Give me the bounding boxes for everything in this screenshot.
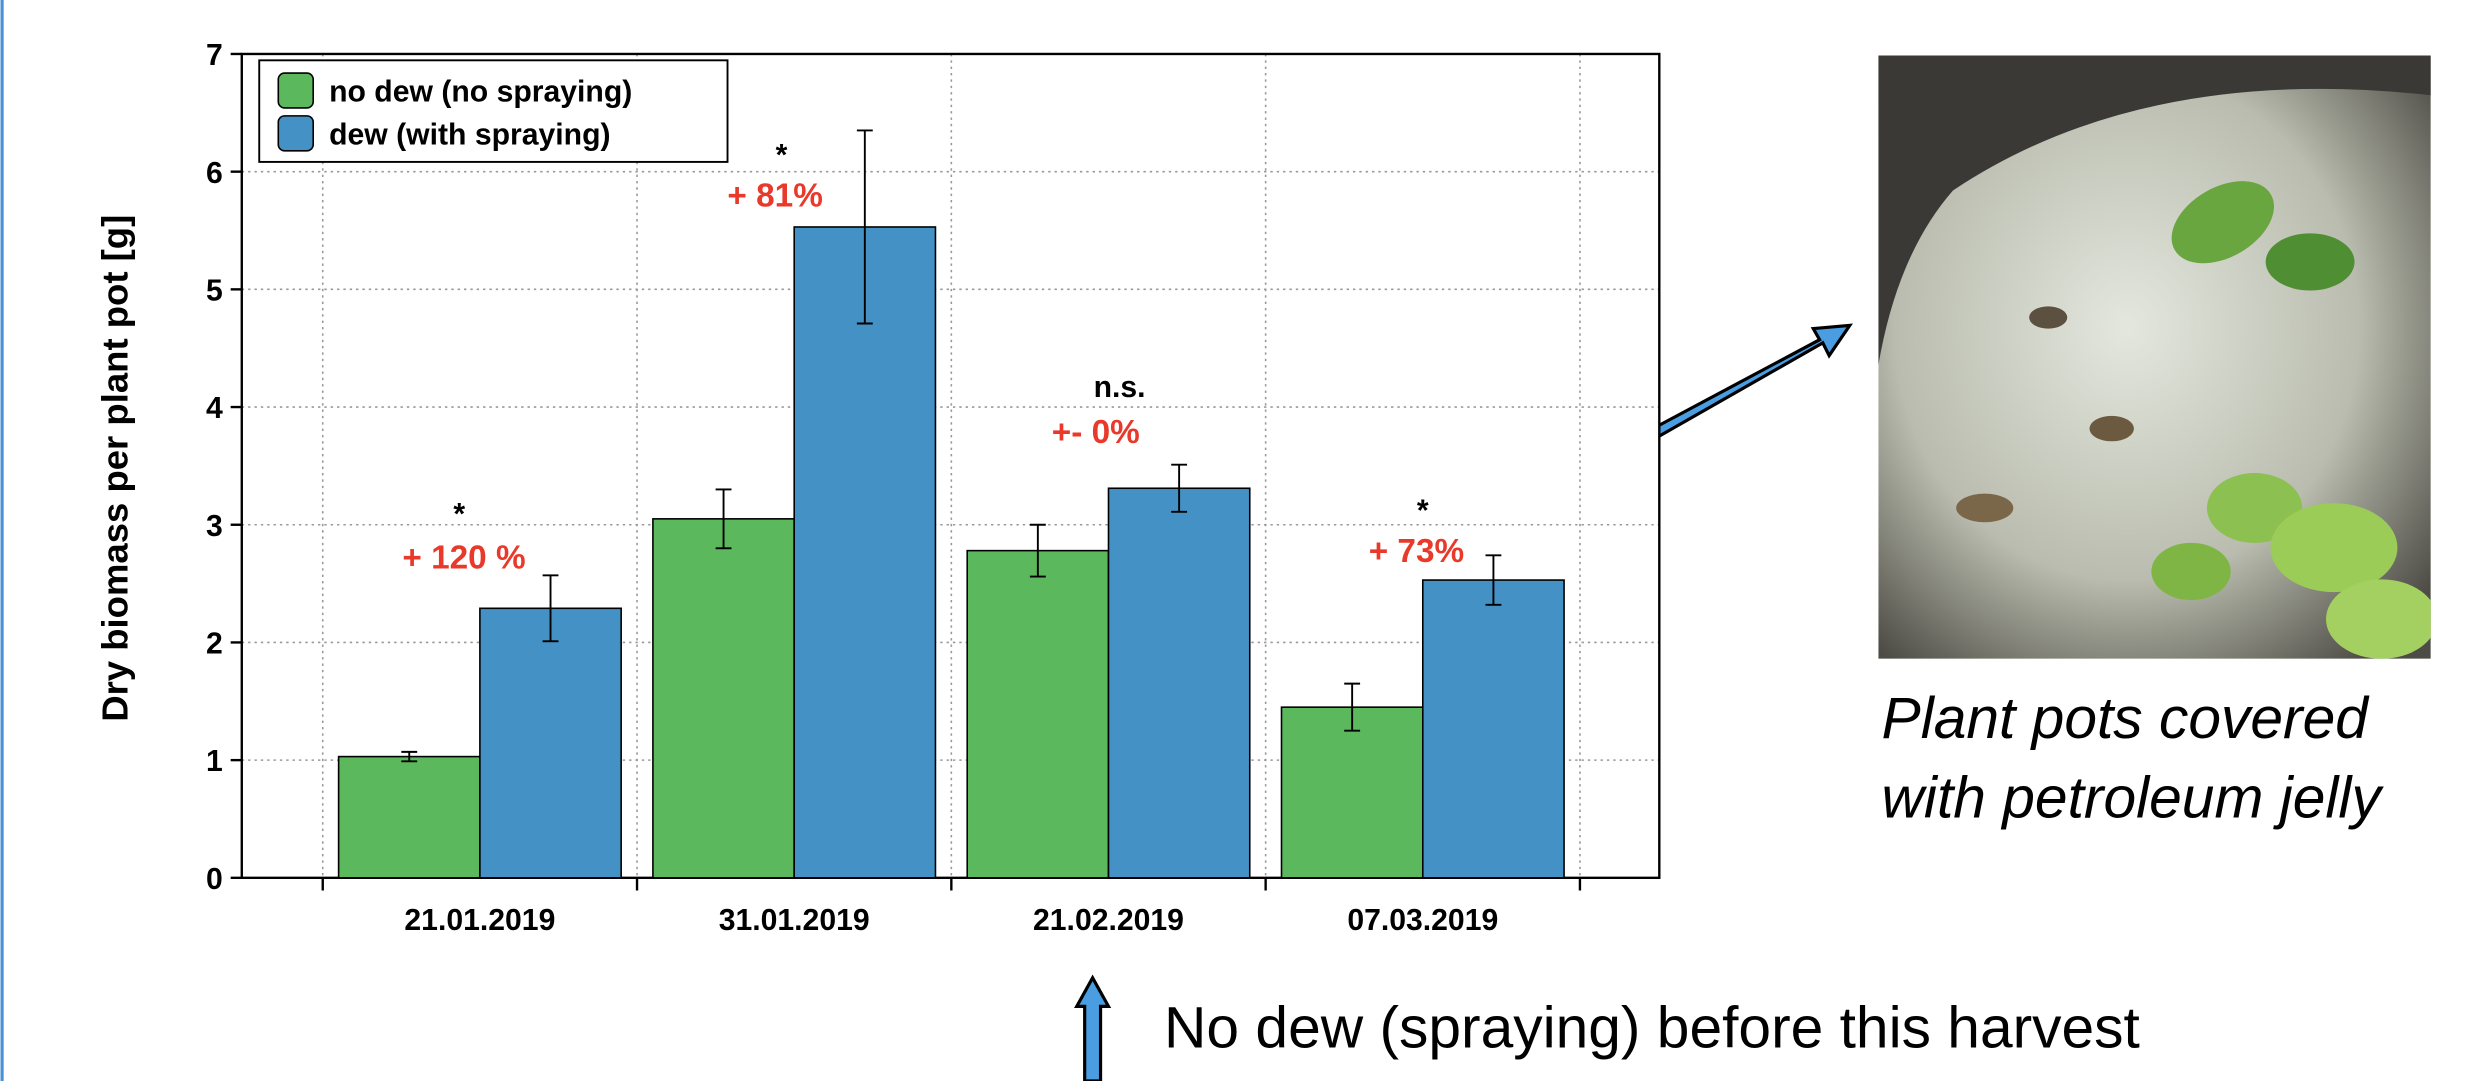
bar (339, 757, 480, 878)
page: {"chart_data": { "type": "bar", "ylabel"… (0, 0, 2490, 1081)
y-tick-label: 7 (206, 39, 223, 72)
significance-label: n.s. (1094, 371, 1146, 404)
y-tick-label: 5 (206, 274, 223, 307)
bar (1423, 580, 1564, 878)
legend-label: dew (with spraying) (329, 118, 610, 151)
photo-caption: with petroleum jelly (1882, 765, 2385, 830)
change-label: +- 0% (1052, 414, 1140, 451)
photo-caption: Plant pots covered (1882, 686, 2371, 751)
change-label: + 73% (1369, 533, 1464, 570)
y-tick-label: 6 (206, 157, 223, 190)
chart: Dry biomass per plant pot [g] Plant pots… (0, 0, 2490, 1081)
y-tick-label: 3 (206, 510, 223, 543)
bar (480, 608, 621, 878)
x-tick-label: 21.01.2019 (404, 904, 555, 937)
significance-label: * (776, 139, 788, 172)
bar (1108, 488, 1249, 878)
bar (794, 227, 935, 878)
legend-swatch (278, 73, 313, 108)
x-tick-label: 31.01.2019 (719, 904, 870, 937)
arrow (1077, 978, 1109, 1081)
change-label: + 81% (727, 177, 822, 214)
x-tick-label: 21.02.2019 (1033, 904, 1184, 937)
bar (1282, 707, 1423, 878)
y-axis-label: Dry biomass per plant pot [g] (94, 215, 135, 722)
bar (653, 519, 794, 878)
y-tick-label: 4 (206, 392, 223, 425)
y-tick-label: 1 (206, 745, 223, 778)
legend-label: no dew (no spraying) (329, 76, 632, 109)
x-tick-label: 07.03.2019 (1347, 904, 1498, 937)
significance-label: * (1417, 495, 1429, 528)
legend-swatch (278, 116, 313, 151)
significance-label: * (453, 498, 465, 531)
bar (967, 551, 1108, 878)
change-label: + 120 % (402, 539, 525, 576)
y-tick-label: 2 (206, 628, 223, 661)
photo (1878, 56, 2437, 659)
y-tick-label: 0 (206, 863, 223, 896)
note: No dew (spraying) before this harvest (1164, 996, 2140, 1061)
